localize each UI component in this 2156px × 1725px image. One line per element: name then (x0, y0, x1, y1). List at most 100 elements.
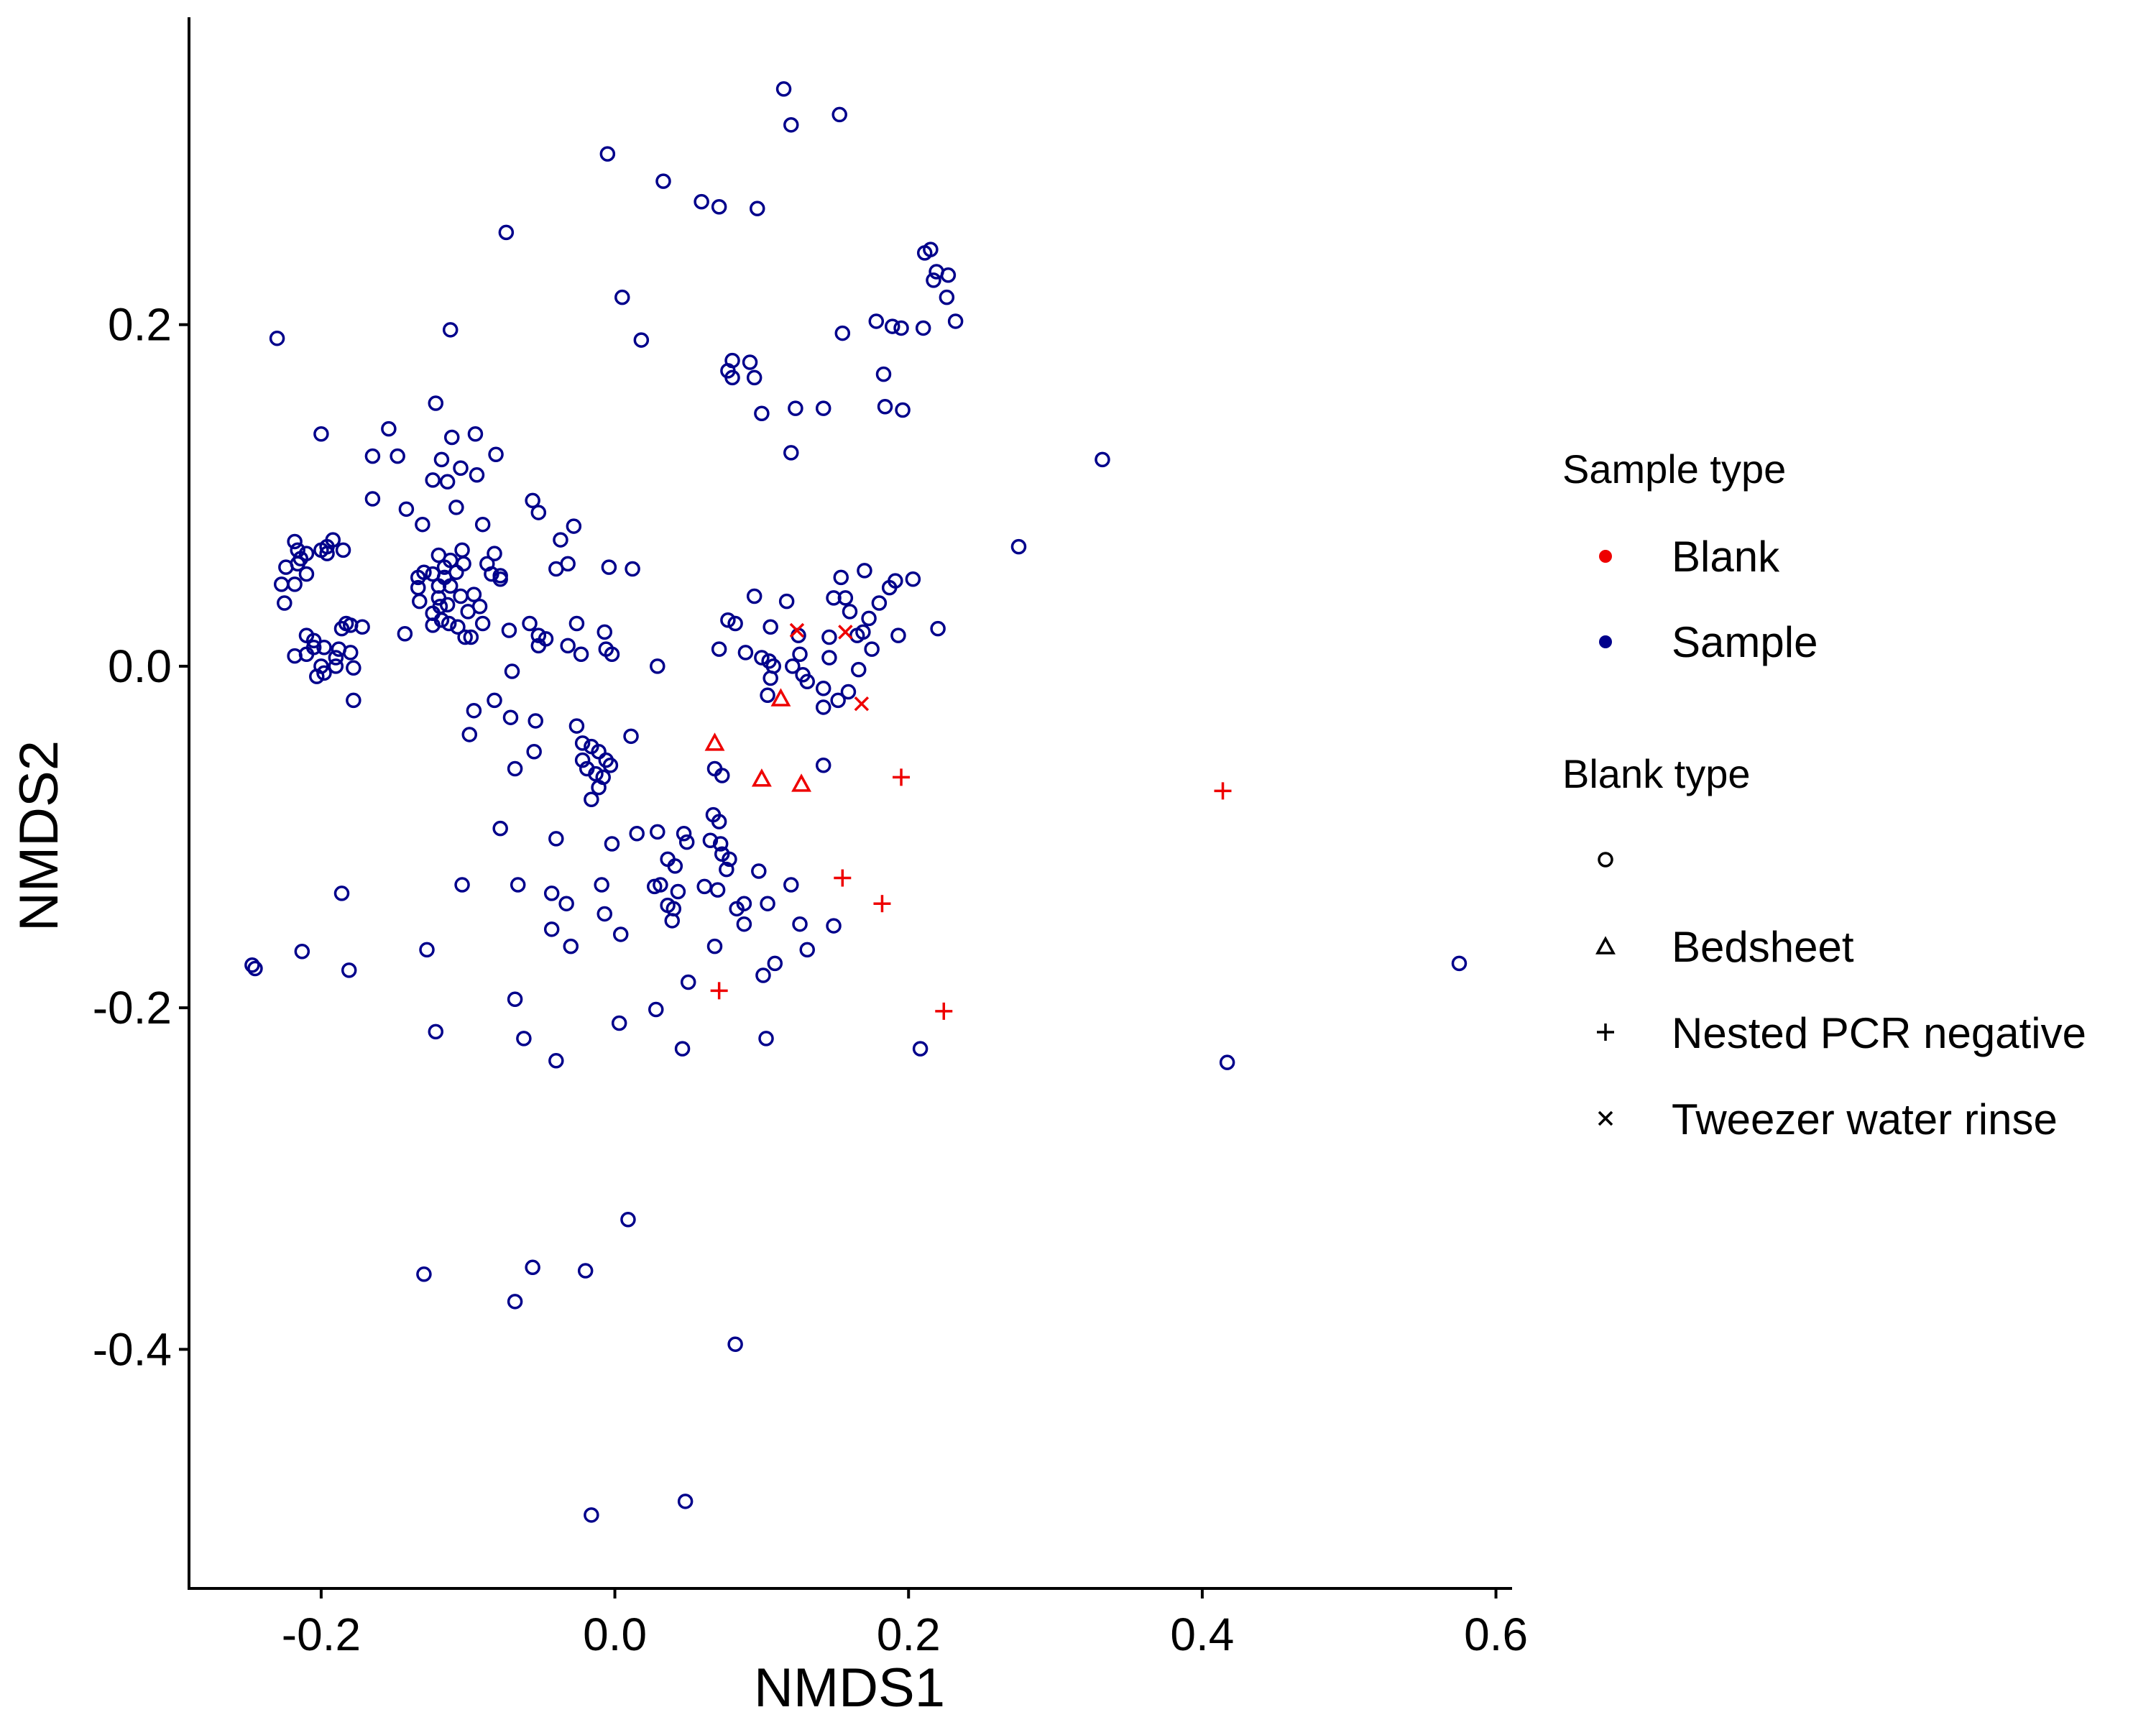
sample-point (354, 619, 370, 635)
sample-point (441, 615, 457, 632)
sample-point (573, 646, 589, 663)
sample-point (461, 727, 478, 742)
sample-point (912, 1041, 929, 1057)
sample-point (543, 921, 560, 937)
sample-point (851, 661, 867, 678)
sample-point (754, 650, 770, 666)
sample-point (428, 395, 444, 411)
x-tick-label: -0.2 (282, 1609, 361, 1660)
sample-point (719, 861, 734, 878)
sample-point (653, 877, 668, 893)
sample-point (722, 851, 737, 868)
x-tick-label: 0.4 (1170, 1609, 1234, 1660)
sample-point (905, 571, 921, 587)
sample-point (466, 586, 482, 602)
sample-point (868, 313, 885, 329)
sample-point (694, 193, 709, 210)
y-axis-title: NMDS2 (9, 740, 70, 932)
bedsheet-point (704, 732, 725, 751)
sample-point (857, 563, 872, 579)
sample-point (343, 645, 359, 661)
sample-point (487, 546, 502, 561)
sample-point (439, 597, 456, 613)
sample-point (591, 779, 607, 796)
sample-point (602, 757, 619, 773)
sample-point (709, 882, 726, 898)
sample-point (522, 615, 538, 632)
sample-point (760, 687, 775, 704)
sample-point (664, 913, 681, 929)
sample-point (453, 460, 469, 477)
sample-point (625, 561, 640, 577)
sample-point (724, 369, 740, 386)
sample-point (767, 955, 783, 972)
sample-point (298, 646, 315, 663)
sample-point (599, 146, 616, 162)
sample-point (309, 668, 325, 684)
sample-point (328, 658, 344, 674)
sample-point (560, 638, 576, 654)
sample-point (826, 918, 842, 934)
y-tick-label: 0.0 (108, 640, 172, 692)
sample-point (612, 926, 629, 942)
sample-point (298, 566, 315, 582)
nested-pcr-negative-point (710, 982, 728, 1000)
sample-point (507, 991, 523, 1007)
sample-point (737, 645, 754, 661)
sample-point (568, 718, 585, 734)
sample-point (525, 1259, 540, 1276)
sample-point (648, 1001, 664, 1018)
sample-point (711, 641, 727, 657)
sample-point (328, 650, 344, 666)
sample-point (319, 546, 335, 561)
sample-point (588, 765, 604, 782)
x-tick-label: 0.6 (1464, 1609, 1528, 1660)
sample-point (341, 962, 357, 978)
legend: Sample type Blank Sample Blank type Beds… (1562, 446, 2086, 1144)
sample-point (742, 354, 758, 370)
sample-point (670, 883, 686, 900)
sample-point (736, 916, 752, 932)
sample-point (947, 313, 964, 329)
legend-key-circle-icon (1598, 852, 1613, 868)
sample-point (316, 665, 332, 681)
sample-point (815, 757, 831, 773)
sample-point (678, 834, 695, 850)
sample-point (487, 692, 502, 709)
sample-point (273, 576, 290, 592)
sample-point (504, 663, 520, 679)
sample-point (433, 451, 450, 468)
sample-point (416, 1266, 432, 1282)
sample-point (419, 942, 435, 958)
bedsheet-point (770, 688, 791, 707)
sample-point (463, 629, 479, 645)
sample-point (702, 832, 719, 849)
sample-point (680, 974, 696, 990)
legend-key-sample (1599, 635, 1612, 648)
sample-point (316, 640, 332, 656)
sample-point (799, 673, 815, 690)
sample-point (751, 863, 767, 879)
sample-point (855, 624, 871, 640)
sample-point (837, 590, 854, 606)
sample-point (1219, 1054, 1235, 1070)
sample-point (799, 942, 815, 958)
sample-point (474, 516, 491, 533)
sample-point (558, 896, 574, 911)
sample-point (450, 619, 466, 635)
legend-label-tweezer-water-rinse: Tweezer water rinse (1672, 1095, 2058, 1144)
sample-point (861, 610, 877, 627)
sample-point (1010, 538, 1027, 555)
sample-point (574, 735, 591, 751)
sample-point (667, 858, 683, 874)
sample-point (727, 615, 743, 632)
sample-point (577, 1263, 594, 1279)
sample-point (530, 638, 547, 654)
sample-point (758, 1031, 774, 1046)
legend-label-bedsheet: Bedsheet (1672, 923, 1854, 971)
sample-point (674, 1041, 691, 1057)
sample-point (442, 322, 459, 338)
sample-point (711, 198, 727, 215)
sample-point (754, 405, 770, 422)
x-tick-label: 0.2 (877, 1609, 941, 1660)
